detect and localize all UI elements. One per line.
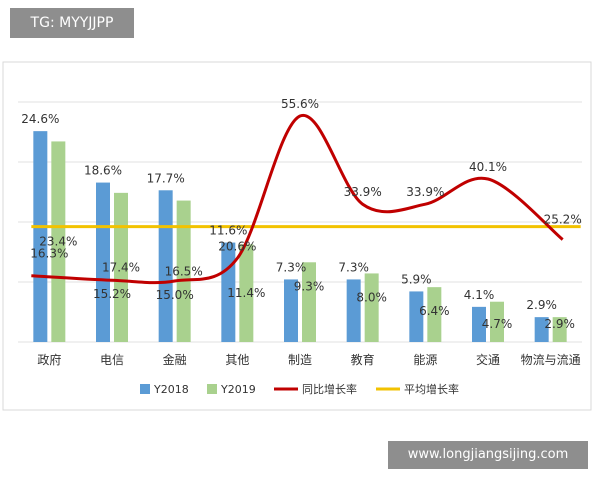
x-tick-1: 电信 (100, 353, 124, 367)
label-growth-0: 16.3% (30, 247, 68, 261)
label-growth-6: 33.9% (406, 185, 444, 199)
label-growth-3: 20.6% (218, 239, 256, 253)
label-y2019-0: 23.4% (39, 235, 77, 249)
bar-y2018-0 (33, 131, 48, 342)
x-tick-6: 能源 (413, 353, 437, 367)
label-y2019-7: 4.7% (482, 317, 513, 331)
label-growth-1: 15.2% (93, 287, 131, 301)
label-y2018-1: 18.6% (84, 164, 122, 178)
bar-y2019-0 (51, 141, 66, 342)
legend-label-3: 平均增长率 (404, 382, 459, 396)
x-tick-3: 其他 (225, 353, 249, 367)
bar-y2019-3 (239, 244, 254, 342)
bar-y2018-2 (158, 190, 173, 342)
label-y2019-3: 11.4% (227, 286, 265, 300)
gridlines (18, 101, 582, 343)
label-growth-4: 55.6% (281, 97, 319, 111)
label-y2019-1: 17.4% (102, 260, 140, 274)
legend-swatch-1 (207, 384, 217, 394)
label-y2018-7: 4.1% (464, 288, 495, 302)
bar-y2019-1 (114, 192, 128, 342)
bar-y2018-8 (534, 317, 549, 342)
legend-label-1: Y2019 (220, 383, 256, 396)
x-tick-4: 制造 (288, 353, 312, 367)
x-tick-8: 物流与流通 (521, 353, 581, 367)
legend-swatch-0 (140, 384, 150, 394)
x-tick-2: 金融 (163, 352, 187, 367)
label-growth-7: 40.1% (469, 160, 507, 174)
label-y2019-6: 6.4% (419, 304, 450, 318)
bars (33, 131, 567, 342)
label-y2019-8: 2.9% (544, 317, 575, 331)
top-tag: TG: MYYJJPP (10, 8, 134, 38)
bar-y2018-7 (472, 306, 486, 342)
bar-y2019-4 (302, 262, 316, 342)
x-tick-5: 教育 (351, 352, 375, 367)
bar-y2019-6 (427, 287, 442, 342)
lines (31, 114, 581, 285)
x-tick-0: 政府 (37, 352, 61, 367)
x-tick-labels: 政府 电信 金融 其他 制造 教育 能源 交通 物流与流通 (37, 352, 580, 367)
x-tick-7: 交通 (476, 352, 500, 367)
label-y2018-6: 5.9% (401, 272, 432, 286)
bar-y2018-4 (284, 279, 298, 342)
bar-y2019-8 (552, 317, 567, 342)
bar-y2019-5 (364, 273, 379, 342)
label-growth-2: 15.0% (156, 288, 194, 302)
legend-label-2: 同比增长率 (302, 382, 357, 396)
label-y2019-4: 9.3% (294, 279, 325, 293)
bar-y2019-7 (490, 301, 504, 342)
label-growth-5: 33.9% (344, 185, 382, 199)
bar-y2018-3 (221, 242, 236, 342)
label-y2019-2: 16.5% (165, 264, 203, 278)
bar-y2018-6 (409, 291, 424, 342)
bar-y2018-5 (346, 279, 361, 342)
label-y2018-5: 7.3% (338, 260, 369, 274)
label-y2018-0: 24.6% (21, 112, 59, 126)
bar-y2019-2 (176, 200, 191, 342)
legend: Y2018 Y2019 同比增长率 平均增长率 (140, 382, 459, 396)
label-y2019-5: 8.0% (356, 290, 387, 304)
label-y2018-8: 2.9% (526, 298, 557, 312)
line-yoy-growth (31, 114, 564, 285)
label-y2018-3: 11.6% (209, 224, 247, 238)
data-labels: 24.6% 18.6% 17.7% 11.6% 7.3% 7.3% 5.9% 4.1% 2.9%… (21, 97, 581, 331)
label-growth-8: 25.2% (544, 213, 582, 227)
label-y2018-2: 17.7% (147, 171, 185, 185)
label-y2018-4: 7.3% (276, 260, 307, 274)
legend-label-0: Y2018 (153, 383, 189, 396)
bar-y2018-1 (96, 182, 110, 342)
bottom-watermark: www.longjiangsijing.com (388, 441, 588, 469)
